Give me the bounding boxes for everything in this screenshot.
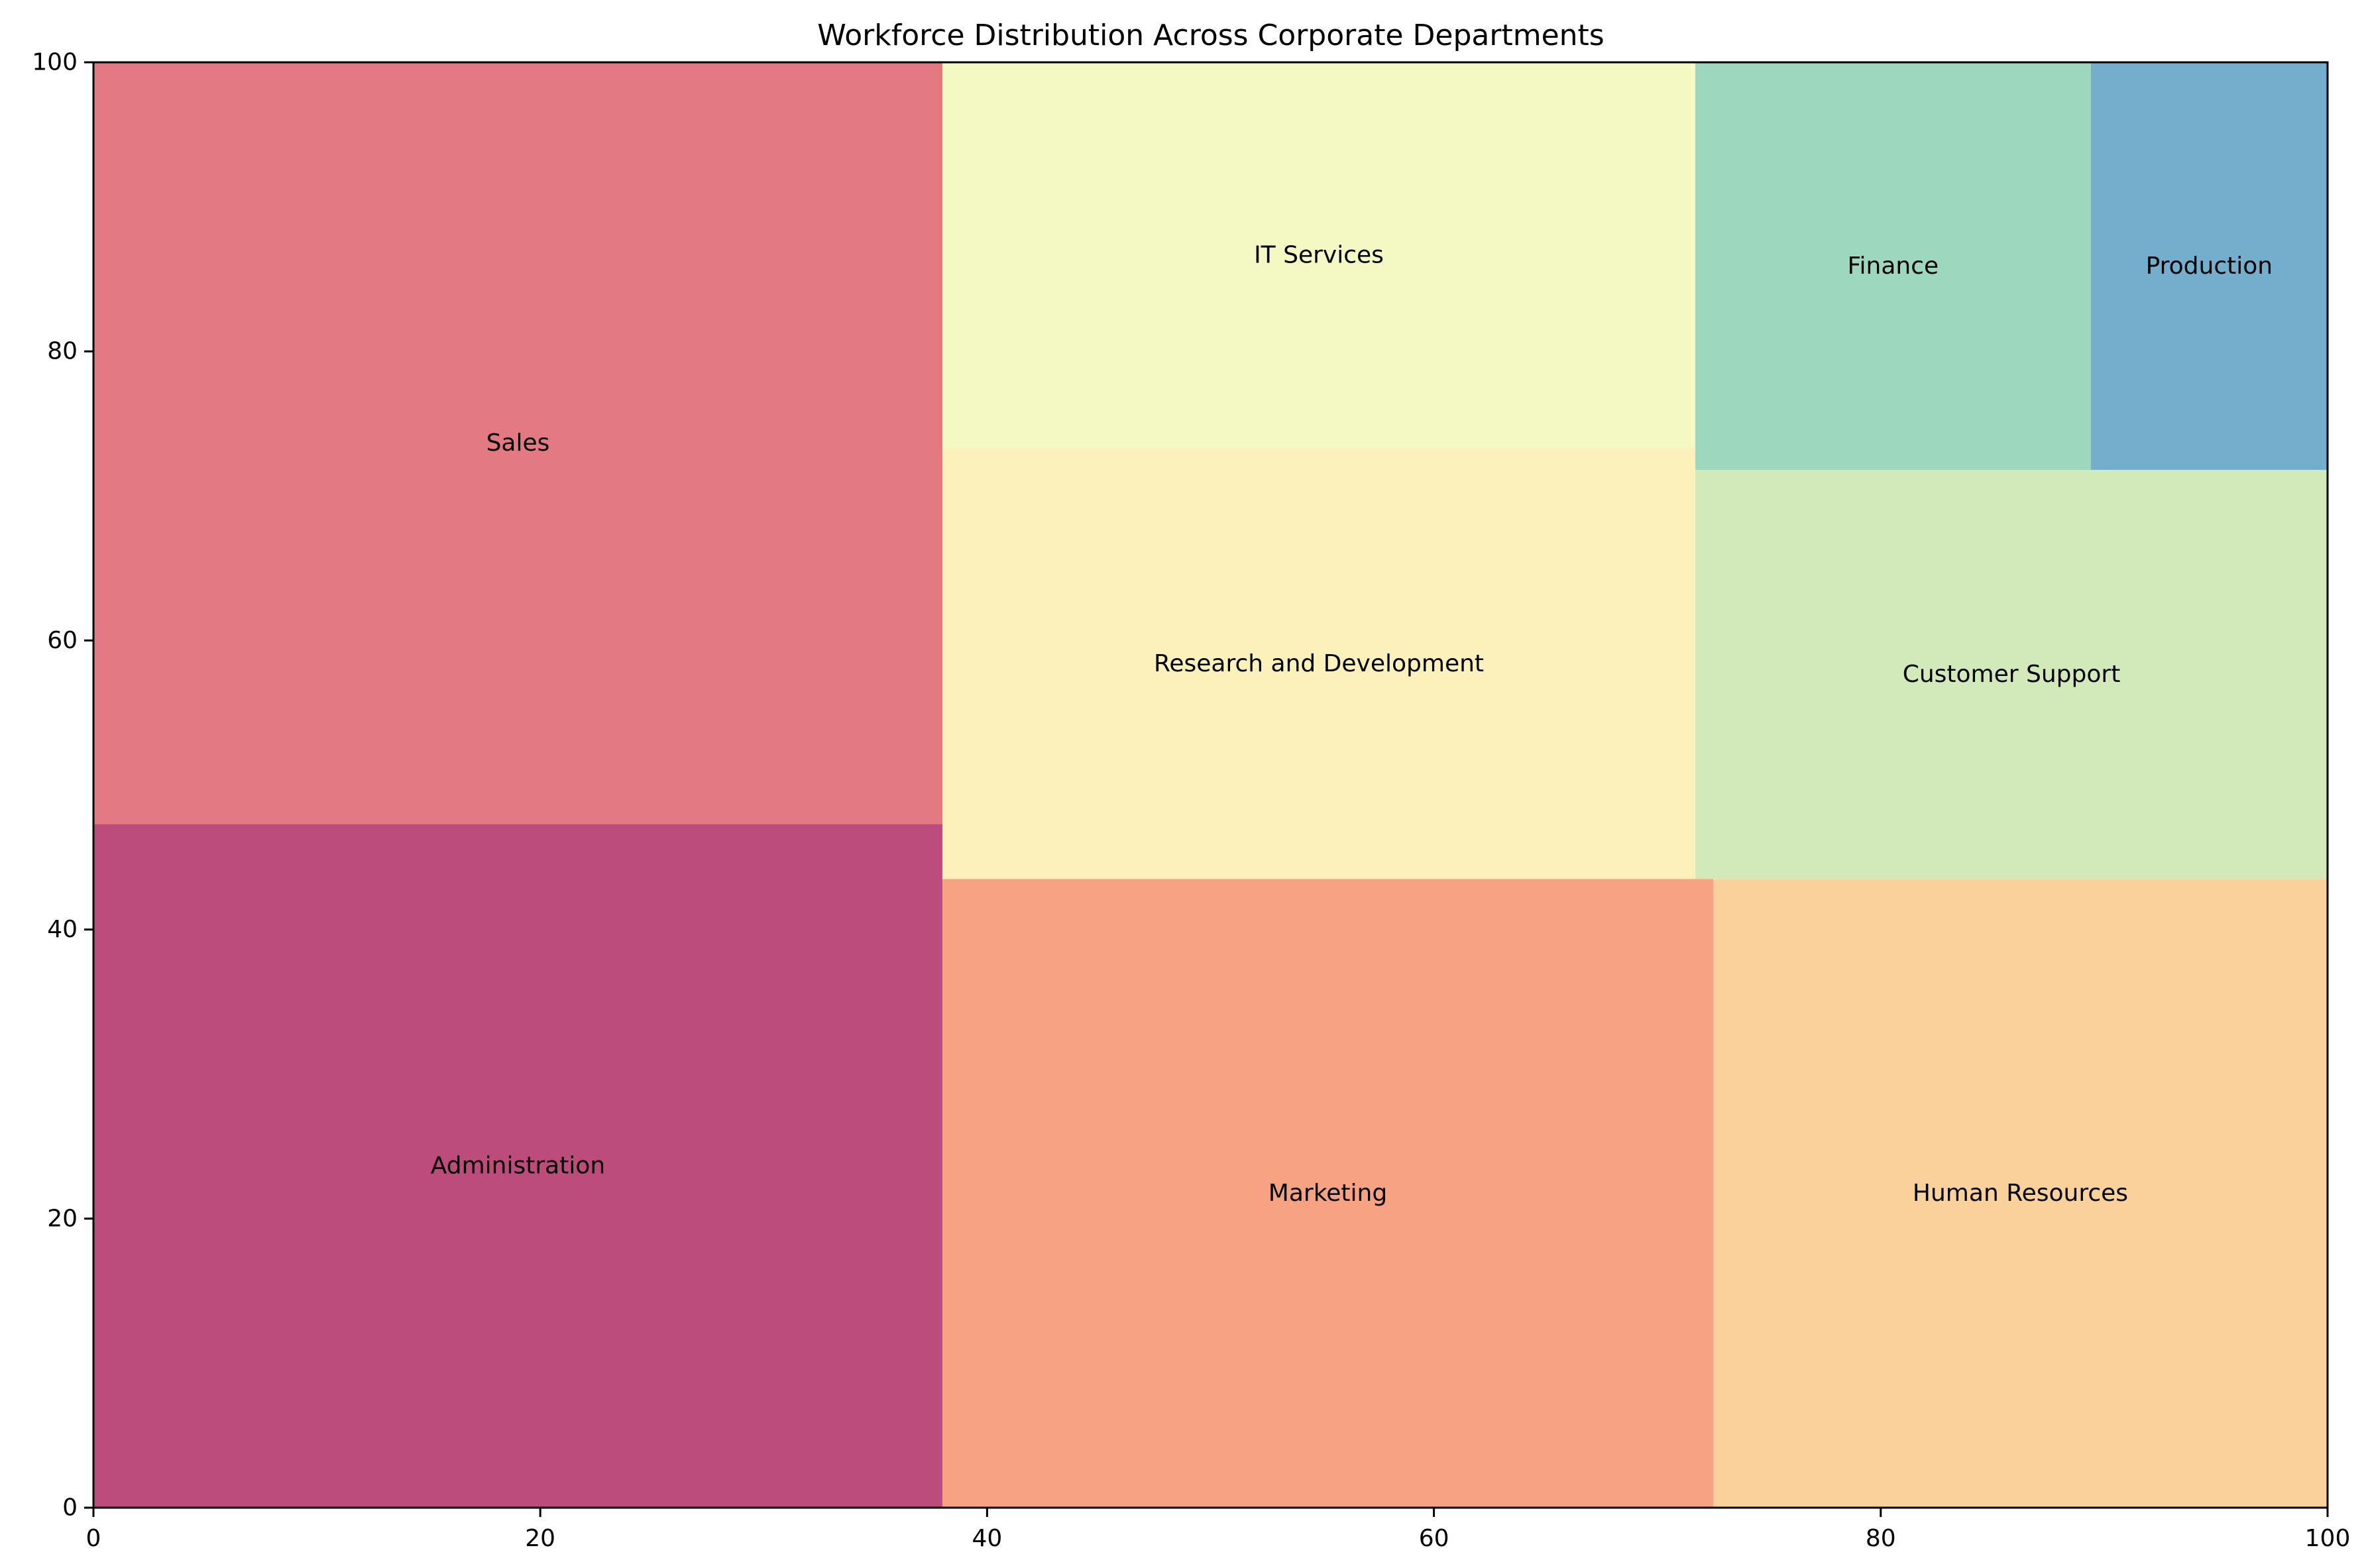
y-tick-label: 0 <box>62 1494 78 1522</box>
treemap-label-production: Production <box>2146 252 2273 280</box>
plot-frame <box>92 61 2329 1509</box>
treemap-rect-human-resources <box>1713 879 2328 1508</box>
x-tick-label: 40 <box>972 1525 1002 1552</box>
chart-title: Workforce Distribution Across Corporate … <box>817 19 1604 52</box>
x-tick-label: 80 <box>1866 1525 1896 1552</box>
y-tick-label: 80 <box>47 338 78 365</box>
treemap-rect-it-services <box>942 62 1696 449</box>
treemap-label-administration: Administration <box>431 1152 605 1180</box>
x-axis: 0 20 40 60 80 100 <box>86 1508 2351 1552</box>
x-tick-label: 100 <box>2305 1525 2351 1552</box>
treemap-label-finance: Finance <box>1847 252 1939 280</box>
y-tick-label: 100 <box>32 49 78 76</box>
treemap-label-customer-support: Customer Support <box>1903 661 2121 688</box>
treemap-rectangles <box>93 62 2328 1508</box>
x-tick-label: 20 <box>525 1525 555 1552</box>
y-tick-label: 60 <box>47 627 78 654</box>
treemap-label-it-services: IT Services <box>1254 242 1384 269</box>
treemap-rect-customer-support <box>1695 470 2328 879</box>
treemap-label-marketing: Marketing <box>1268 1180 1387 1207</box>
treemap-rect-production <box>2090 62 2328 471</box>
treemap-rect-finance <box>1695 62 2091 471</box>
treemap-rect-administration <box>93 824 942 1508</box>
treemap-rect-sales <box>93 62 942 824</box>
treemap-label-sales: Sales <box>486 429 550 457</box>
y-axis: 0 20 40 60 80 100 <box>32 49 93 1522</box>
treemap-rect-research-and-development <box>942 448 1696 879</box>
treemap-rect-marketing <box>942 879 1713 1508</box>
x-tick-label: 0 <box>86 1525 101 1552</box>
treemap-labels: Administration Sales Marketing Research and… <box>431 242 2273 1207</box>
y-tick-label: 40 <box>47 916 78 943</box>
treemap-label-research-and-development: Research and Development <box>1154 650 1484 677</box>
treemap-label-human-resources: Human Resources <box>1913 1180 2128 1207</box>
y-tick-label: 20 <box>47 1205 78 1232</box>
x-tick-label: 60 <box>1419 1525 1449 1552</box>
